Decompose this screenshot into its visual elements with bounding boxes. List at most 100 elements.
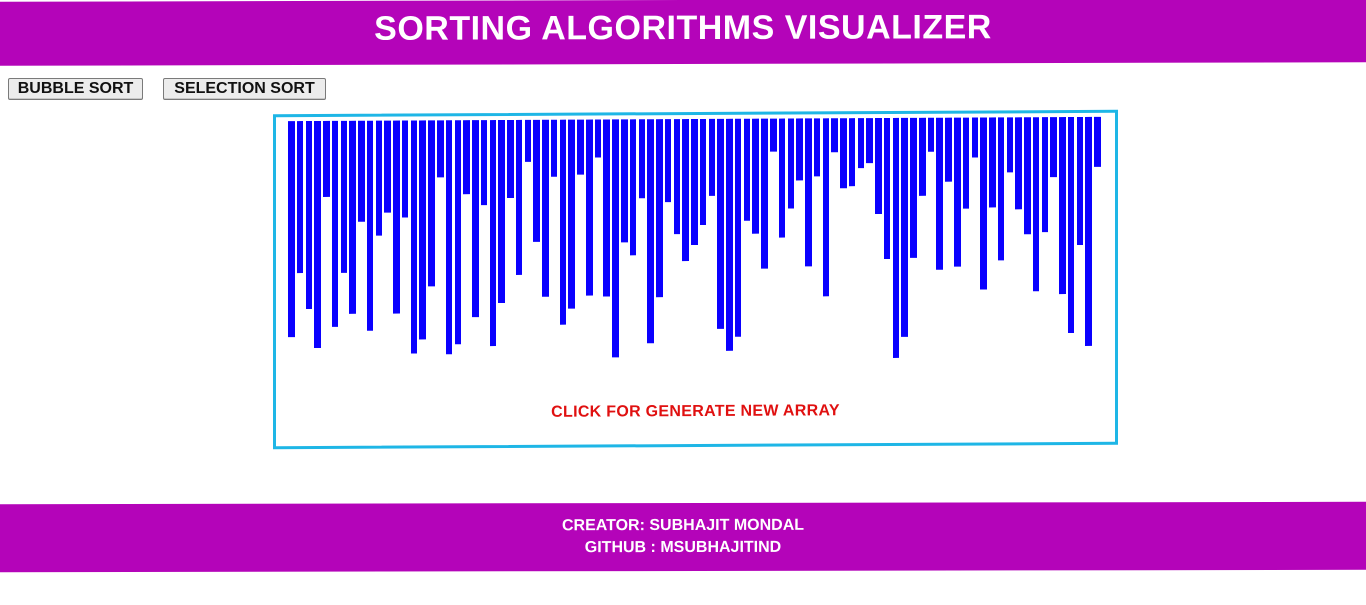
selection-sort-button[interactable]: SELECTION SORT: [163, 78, 326, 100]
array-visualizer[interactable]: CLICK FOR GENERATE NEW ARRAY: [273, 109, 1118, 450]
array-bar: [507, 119, 514, 198]
array-bar: [296, 121, 304, 274]
array-bar: [603, 119, 611, 297]
array-bar: [375, 120, 383, 236]
array-bar: [708, 118, 716, 196]
array-bar: [1094, 116, 1101, 167]
array-bar: [340, 120, 348, 273]
array-bar: [515, 119, 523, 275]
array-bar: [629, 119, 637, 256]
array-bar: [384, 120, 391, 213]
array-bar: [314, 120, 321, 348]
array-bar: [445, 120, 453, 355]
github-credit: GITHUB : MSUBHAJITIND: [584, 538, 782, 557]
array-bar: [288, 121, 295, 338]
array-bar: [954, 117, 961, 267]
array-bar: [542, 119, 549, 297]
array-bar: [533, 119, 540, 242]
array-bar: [638, 119, 646, 199]
array-bar: [489, 120, 497, 347]
array-bar: [472, 120, 479, 318]
array-bar: [463, 120, 470, 195]
array-bar: [550, 119, 558, 177]
array-bar: [585, 119, 593, 296]
array-bar: [524, 119, 532, 162]
array-bar: [559, 119, 567, 325]
bubble-sort-button[interactable]: BUBBLE SORT: [8, 78, 143, 100]
array-bar: [454, 120, 462, 345]
array-bar: [612, 119, 619, 358]
array-bar: [401, 120, 409, 218]
array-bar: [726, 118, 733, 351]
bar-container: [288, 116, 1103, 371]
array-bar: [1059, 117, 1066, 295]
array-bar: [927, 117, 935, 152]
array-bar: [331, 120, 339, 327]
array-bar: [997, 117, 1005, 261]
array-bar: [664, 119, 672, 203]
array-bar: [901, 117, 908, 337]
array-bar: [778, 118, 786, 238]
array-bar: [594, 119, 602, 158]
array-bar: [410, 120, 418, 354]
array-bar: [1024, 117, 1031, 235]
array-bar: [349, 120, 356, 314]
array-bar: [673, 119, 681, 235]
array-bar: [1041, 117, 1049, 233]
array-bar: [682, 119, 689, 262]
array-bar: [323, 120, 330, 197]
array-bar: [857, 118, 865, 169]
array-bar: [936, 117, 944, 270]
generate-array-prompt[interactable]: CLICK FOR GENERATE NEW ARRAY: [551, 402, 840, 421]
array-bar: [734, 118, 742, 337]
page-footer: CREATOR: SUBHAJIT MONDAL GITHUB : MSUBHA…: [0, 501, 1366, 573]
array-bar: [393, 120, 400, 314]
array-bar: [980, 117, 987, 290]
array-bar: [831, 118, 838, 153]
array-bar: [787, 118, 795, 209]
array-bar: [971, 117, 979, 158]
array-bar: [1067, 117, 1075, 334]
array-bar: [883, 117, 891, 260]
array-bar: [498, 119, 505, 304]
array-bar: [761, 118, 768, 269]
array-bar: [1006, 117, 1014, 173]
array-bar: [962, 117, 970, 209]
array-bar: [717, 118, 724, 329]
array-bar: [918, 117, 926, 196]
array-bar: [305, 121, 313, 310]
array-bar: [358, 120, 365, 222]
array-bar: [910, 117, 917, 258]
page-title: SORTING ALGORITHMS VISUALIZER: [374, 8, 992, 48]
array-bar: [1032, 117, 1040, 292]
array-bar: [480, 120, 488, 206]
array-bar: [866, 118, 873, 164]
array-bar: [989, 117, 996, 208]
page-header: SORTING ALGORITHMS VISUALIZER: [0, 0, 1366, 66]
array-bar: [428, 120, 435, 287]
array-bar: [699, 118, 707, 225]
array-bar: [875, 118, 882, 215]
array-bar: [752, 118, 759, 234]
array-bar: [436, 120, 444, 178]
array-bar: [577, 119, 584, 175]
array-bar: [840, 118, 847, 189]
array-bar: [366, 120, 374, 331]
array-bar: [621, 119, 628, 243]
array-bar: [419, 120, 426, 340]
array-bar: [822, 118, 830, 297]
array-bar: [1015, 117, 1022, 210]
array-bar: [945, 117, 952, 182]
array-bar: [743, 118, 751, 221]
array-bar: [656, 119, 663, 298]
array-bar: [813, 118, 821, 177]
array-bar: [691, 118, 698, 246]
array-bar: [1050, 117, 1057, 178]
array-bar: [805, 118, 812, 267]
array-bar: [1076, 116, 1084, 246]
array-bar: [647, 119, 654, 344]
array-bar: [892, 117, 900, 358]
array-bar: [568, 119, 575, 309]
creator-credit: CREATOR: SUBHAJIT MONDAL: [561, 516, 805, 535]
array-bar: [848, 118, 856, 187]
